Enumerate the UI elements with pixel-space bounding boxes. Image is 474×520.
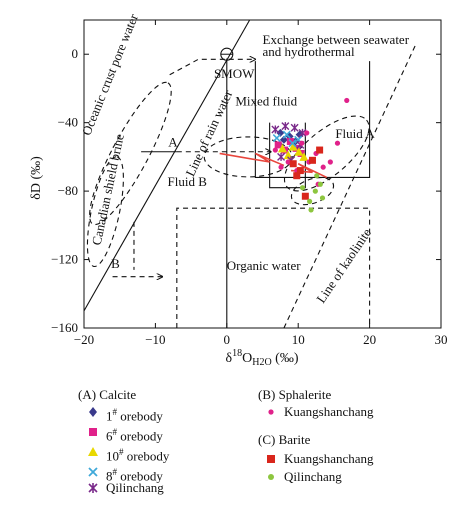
point-c-6: [308, 156, 316, 164]
point-b-5: [272, 147, 278, 153]
point-c-7: [317, 181, 323, 187]
red-trend-arrow-left: [219, 152, 285, 167]
y-tick-label: 0: [72, 46, 79, 61]
x-axis-ticks: −20 −10 0 10 20 30: [74, 20, 448, 347]
x-marker-icon: [88, 467, 98, 477]
point-a-4: [277, 152, 286, 161]
point-c-6: [316, 146, 324, 154]
annotation-rain: Line of rain water: [182, 87, 235, 179]
point-c-7: [308, 207, 314, 213]
chart-overlays: [83, 19, 417, 329]
point-b-5: [304, 130, 310, 136]
point-a-2: [277, 143, 287, 153]
point-b-5: [278, 164, 284, 170]
brine-field: [86, 156, 124, 268]
barite-field: [290, 177, 335, 206]
x-tick-label: −10: [145, 332, 165, 347]
annotation-fluid_b: Fluid B: [168, 174, 208, 189]
y-tick-label: −160: [51, 320, 78, 335]
point-c-7: [307, 198, 313, 204]
organic-water-field: [176, 207, 371, 328]
point-a-2: [294, 147, 304, 156]
point-b-5: [327, 159, 333, 165]
annotation-exchange_line2: and hydrothermal: [263, 44, 355, 59]
point-c-7: [319, 195, 326, 201]
point-c-6: [296, 167, 304, 175]
y-tick-label: −120: [51, 252, 78, 267]
pore-water-field: [89, 81, 172, 226]
annotation-organic: Organic water: [227, 258, 301, 273]
kaolinite-line: [283, 43, 417, 329]
plot-frame: [83, 19, 442, 329]
y-tick-label: −40: [58, 115, 78, 130]
dot-marker-icon: [268, 474, 274, 480]
exchange-field: [254, 61, 371, 178]
data-points: [271, 97, 350, 213]
annotation-fluid_a: Fluid A: [335, 126, 375, 141]
meteoric-water-line: [83, 19, 251, 312]
annotation-a: A: [168, 135, 178, 150]
square-marker-icon: [267, 455, 275, 463]
diamond-marker-icon: [89, 407, 97, 417]
annotation-smow: SMOW: [214, 66, 255, 81]
point-a-3: [288, 139, 297, 148]
point-c-6: [289, 160, 297, 168]
point-a-4: [281, 122, 290, 131]
annotation-exchange_line1: Exchange between seawater: [263, 32, 410, 47]
point-a-4: [290, 123, 299, 132]
point-b-5: [344, 97, 350, 104]
x-tick-label: −20: [74, 332, 94, 347]
square-marker-icon: [89, 428, 97, 436]
point-a-4: [298, 128, 307, 137]
point-a-4: [271, 125, 280, 134]
point-c-7: [312, 188, 318, 194]
point-a-2: [288, 142, 298, 151]
point-b-5: [285, 159, 291, 165]
legend-group-sphalerite: (B) Sphalerite: [258, 387, 332, 402]
point-a-2: [299, 152, 309, 161]
annotation-pore_water: Oceanic crust pore water: [79, 11, 142, 137]
isotope-chart: −20 −10 0 10 20 30 −160 −120 −80 −40 0 Exchange b…: [29, 11, 448, 368]
point-c-7: [299, 185, 306, 191]
y-axis-label: δD (‰): [29, 156, 44, 200]
annotation-mixed: Mixed fluid: [235, 94, 297, 109]
x-tick-label: 30: [435, 332, 448, 347]
point-b-5: [320, 164, 326, 170]
annotation-b: B: [111, 256, 120, 271]
dot-marker-icon: [268, 409, 274, 415]
point-c-6: [293, 172, 301, 180]
triangle-marker-icon: [88, 447, 98, 456]
point-b-5: [299, 140, 305, 146]
x-tick-label: 10: [292, 332, 305, 347]
x-axis-label: δ18OH2O (‰): [225, 348, 298, 368]
x-tick-label: 20: [363, 332, 376, 347]
annotation-brine: Canadian shield brine: [89, 132, 127, 246]
point-b-5: [334, 140, 341, 146]
y-tick-label: −80: [58, 183, 78, 198]
point-a-0: [276, 128, 285, 137]
point-c-7: [314, 173, 320, 179]
exchange-arrow: [169, 59, 256, 76]
fluid-a-field: [283, 115, 370, 192]
point-a-0: [279, 135, 288, 144]
annotation-kaolinite: Line of kaolinite: [313, 225, 374, 305]
y-axis-ticks: −160 −120 −80 −40 0: [51, 46, 441, 335]
asterisk-marker-icon: [88, 483, 98, 493]
point-c-6: [301, 192, 309, 200]
mixed-fluid-field: [203, 136, 293, 178]
x-tick-label: 0: [224, 332, 231, 347]
legend-group-calcite: (A) Calcite: [78, 387, 137, 402]
point-a-3: [282, 130, 291, 139]
point-a-3: [272, 134, 281, 143]
point-a-1: [274, 141, 282, 149]
legend-group-barite: (C) Barite: [258, 432, 311, 447]
